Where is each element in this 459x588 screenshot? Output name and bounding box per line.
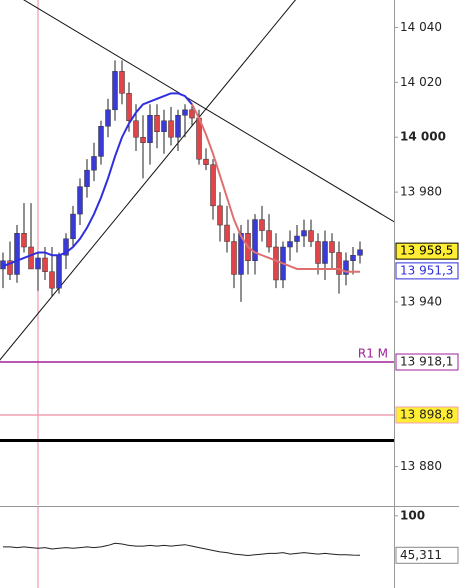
candle-body	[287, 241, 293, 248]
candle-body	[105, 109, 111, 127]
candle-body	[322, 241, 328, 264]
candle-body	[203, 158, 209, 165]
candle-body	[154, 115, 160, 132]
candle-body	[91, 156, 97, 171]
candle-body	[63, 238, 69, 256]
candle-body	[357, 249, 363, 256]
candle-body	[119, 71, 125, 94]
candle-body	[56, 254, 62, 289]
candle-body	[252, 219, 258, 261]
ma-line	[191, 103, 360, 273]
price-label-box	[395, 242, 459, 260]
candle-body	[301, 230, 307, 237]
candle-body	[77, 186, 83, 215]
candle-body	[70, 213, 76, 240]
candle-body	[210, 164, 216, 207]
candle-body	[182, 109, 188, 116]
candle-body	[140, 136, 146, 143]
y-tick-label: 13 880	[400, 459, 442, 473]
candle-body	[168, 120, 174, 138]
candle-body	[126, 93, 132, 122]
candle-body	[266, 230, 272, 248]
candle-body	[161, 120, 167, 132]
candle-body	[336, 252, 342, 275]
candle-body	[189, 109, 195, 119]
candle-body	[35, 257, 41, 270]
level-name: R1 M	[358, 347, 388, 361]
candle-body	[7, 260, 13, 275]
candle-body	[259, 219, 265, 231]
level-label-box	[395, 353, 459, 371]
candle-body	[315, 241, 321, 264]
y-tick-label: 100	[400, 508, 425, 522]
candle-body	[329, 241, 335, 253]
candle-body	[350, 254, 356, 261]
candle-body	[231, 241, 237, 275]
candle-body	[294, 235, 300, 242]
candle-body	[224, 224, 230, 242]
price-label: 13 958,5	[400, 244, 453, 258]
y-tick-label: 14 020	[400, 75, 442, 89]
indicator-label-box	[395, 546, 459, 564]
candle-body	[28, 246, 34, 270]
price-label: 13 951,3	[400, 263, 453, 277]
y-tick-label: 14 000	[400, 130, 446, 144]
trendline	[23, 0, 394, 223]
candle-body	[21, 233, 27, 248]
trendline	[0, 0, 296, 361]
candle-body	[14, 233, 20, 275]
y-tick-label: 13 940	[400, 294, 442, 308]
indicator-label: 45,311	[400, 548, 442, 562]
level-label-box	[395, 406, 459, 424]
candle-body	[147, 115, 153, 143]
indicator-line	[3, 542, 361, 557]
candle-body	[112, 71, 118, 111]
candle-body	[84, 169, 90, 187]
candle-body	[42, 257, 48, 272]
candle-body	[273, 246, 279, 281]
candle-body	[49, 271, 55, 289]
ma-line	[2, 92, 193, 268]
candle-body	[308, 230, 314, 242]
y-tick-label: 13 980	[400, 185, 442, 199]
candle-body	[175, 115, 181, 138]
candle-body	[98, 126, 104, 157]
level-label: 13 898,8	[400, 407, 453, 421]
candle-body	[217, 205, 223, 226]
level-label: 13 918,1	[400, 355, 453, 369]
candle-body	[343, 260, 349, 275]
candle-body	[238, 233, 244, 275]
y-tick-label: 14 040	[400, 20, 442, 34]
candle-body	[133, 120, 139, 138]
price-label-box	[395, 262, 459, 280]
